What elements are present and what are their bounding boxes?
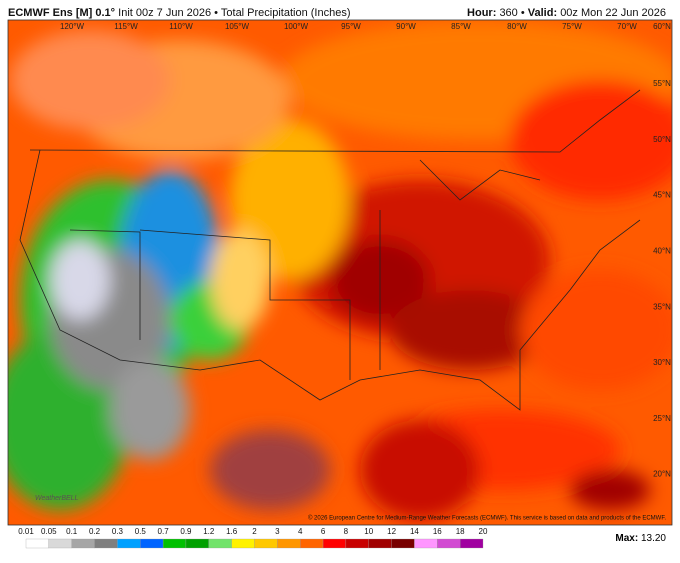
color-swatch: [117, 538, 141, 549]
latitude-label: 50°N: [653, 135, 671, 144]
color-swatch: [437, 538, 461, 549]
latitude-label: 30°N: [653, 358, 671, 367]
colorbar-label: 6: [321, 527, 326, 536]
color-swatch: [391, 538, 415, 549]
color-swatch: [94, 538, 118, 549]
colorbar-label: 0.9: [180, 527, 192, 536]
colorbar-label: 0.05: [41, 527, 57, 536]
latitude-label: 55°N: [653, 79, 671, 88]
hour-label: Hour:: [467, 7, 496, 19]
colorbar-label: 2: [252, 527, 257, 536]
colorbar-label: 0.7: [158, 527, 170, 536]
bullet: •: [214, 7, 218, 19]
colorbar-label: 0.1: [66, 527, 78, 536]
color-swatch: [25, 538, 50, 549]
latitude-label: 25°N: [653, 414, 671, 423]
graticule-labels: 120°W 115°W 110°W 105°W 100°W 95°W 90°W 85°W 80°…: [60, 22, 671, 479]
colorbar: 0.01 0.05 0.1 0.2 0.3 0.5 0.7 0.9 1.2 1.6 2 3 4 6 8 10 1…: [18, 527, 488, 549]
valid: 00z Mon 22 Jun 2026: [560, 7, 666, 19]
color-swatch: [368, 538, 392, 549]
colorbar-label: 18: [456, 527, 465, 536]
header-left: ECMWF Ens [M] 0.1° Init 00z 7 Jun 2026 •…: [8, 7, 351, 19]
color-swatch: [48, 538, 72, 549]
map-frame: [7, 19, 673, 526]
longitude-label: 85°W: [451, 22, 471, 31]
field: Total Precipitation (Inches): [221, 7, 351, 19]
colorbar-label: 0.01: [18, 527, 34, 536]
hour: 360: [499, 7, 517, 19]
longitude-label: 115°W: [114, 22, 138, 31]
colorbar-label: 8: [344, 527, 349, 536]
colorbar-label: 0.2: [89, 527, 101, 536]
longitude-label: 95°W: [341, 22, 361, 31]
map-field: WeatherBELL © 2026 European Centre for M…: [8, 20, 672, 525]
valid-label: Valid:: [528, 7, 557, 19]
color-swatch: [208, 538, 232, 549]
watermark: WeatherBELL: [35, 495, 79, 502]
latitude-label: 45°N: [653, 191, 671, 200]
longitude-label: 90°W: [396, 22, 416, 31]
header-right: Hour: 360 • Valid: 00z Mon 22 Jun 2026: [467, 7, 666, 19]
longitude-label: 75°W: [562, 22, 582, 31]
colorbar-label: 20: [479, 527, 488, 536]
color-swatch: [414, 538, 438, 549]
colorbar-label: 14: [410, 527, 419, 536]
color-swatch: [459, 538, 484, 549]
color-swatch: [254, 538, 278, 549]
longitude-label: 100°W: [284, 22, 309, 31]
latitude-label: 35°N: [653, 302, 671, 311]
color-swatch: [231, 538, 255, 549]
color-swatch: [322, 538, 347, 549]
precip-blobs: [8, 20, 672, 520]
latitude-label: 20°N: [653, 470, 671, 479]
credit: © 2026 European Centre for Medium-Range …: [308, 515, 666, 522]
colorbar-label: 4: [298, 527, 303, 536]
colorbar-label: 1.2: [203, 527, 215, 536]
color-swatch: [140, 538, 164, 549]
colorbar-label: 16: [433, 527, 442, 536]
color-swatch: [345, 538, 369, 549]
colorbar-label: 3: [275, 527, 280, 536]
max-text: Max: 13.20: [615, 533, 666, 544]
colorbar-label: 10: [364, 527, 373, 536]
max-label: Max:: [615, 533, 638, 544]
color-swatch: [300, 538, 324, 549]
colorbar-label: 0.5: [135, 527, 147, 536]
longitude-label: 70°W: [617, 22, 637, 31]
longitude-label: 105°W: [225, 22, 250, 31]
boundaries: [19, 89, 641, 411]
longitude-label: 120°W: [60, 22, 85, 31]
longitude-label: 80°W: [507, 22, 527, 31]
color-swatch: [162, 538, 187, 549]
color-swatch: [71, 538, 95, 549]
color-swatch: [277, 538, 301, 549]
model: ECMWF Ens [M] 0.1°: [8, 7, 115, 19]
longitude-label: 60°N: [653, 22, 671, 31]
max-value: 13.20: [641, 533, 666, 544]
bullet: •: [521, 7, 525, 19]
colorbar-label: 0.3: [112, 527, 124, 536]
init: Init 00z 7 Jun 2026: [118, 7, 211, 19]
color-swatch: [185, 538, 209, 549]
longitude-label: 110°W: [169, 22, 193, 31]
latitude-label: 40°N: [653, 247, 671, 256]
colorbar-label: 12: [387, 527, 396, 536]
colorbar-label: 1.6: [226, 527, 238, 536]
